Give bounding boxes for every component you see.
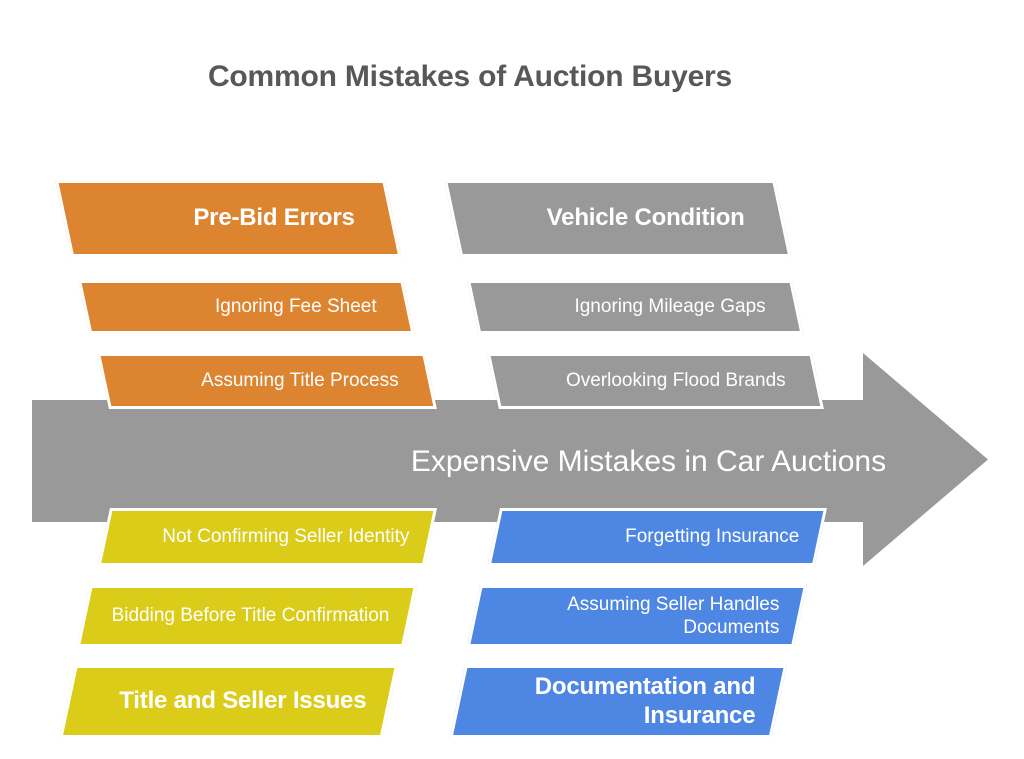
titleseller-header-box: Title and Seller Issues [59,665,399,738]
titleseller-header-label: Title and Seller Issues [119,687,367,715]
vehicle-item-2-box: Overlooking Flood Brands [487,353,824,409]
arrow-label: Expensive Mistakes in Car Auctions [410,445,887,478]
docs-item-1-box: Forgetting Insurance [487,508,827,566]
prebid-header-box: Pre-Bid Errors [55,180,402,257]
prebid-item-2-label: Assuming Title Process [201,370,399,392]
vehicle-header-label: Vehicle Condition [546,204,745,232]
prebid-item-1-box: Ignoring Fee Sheet [78,280,415,334]
titleseller-item-2-box: Bidding Before Title Confirmation [76,585,417,647]
titleseller-item-1-label: Not Confirming Seller Identity [162,526,410,548]
docs-header-box: Documentation and Insurance [449,665,787,738]
titleseller-item-2-label: Bidding Before Title Confirmation [111,605,390,627]
docs-item-2-box: Assuming Seller Handles Documents [466,585,807,647]
prebid-header-label: Pre-Bid Errors [193,204,355,232]
titleseller-item-1-box: Not Confirming Seller Identity [97,508,437,566]
vehicle-item-1-box: Ignoring Mileage Gaps [467,280,804,334]
vehicle-item-1-label: Ignoring Mileage Gaps [574,296,766,318]
vehicle-header-box: Vehicle Condition [444,180,792,257]
page-title: Common Mistakes of Auction Buyers [207,60,733,93]
prebid-item-1-label: Ignoring Fee Sheet [215,296,377,318]
docs-header-label: Documentation and Insurance [534,672,756,729]
docs-item-2-label: Assuming Seller Handles Documents [567,593,780,638]
vehicle-item-2-label: Overlooking Flood Brands [565,370,786,392]
prebid-item-2-box: Assuming Title Process [97,353,437,409]
docs-item-1-label: Forgetting Insurance [625,526,800,548]
